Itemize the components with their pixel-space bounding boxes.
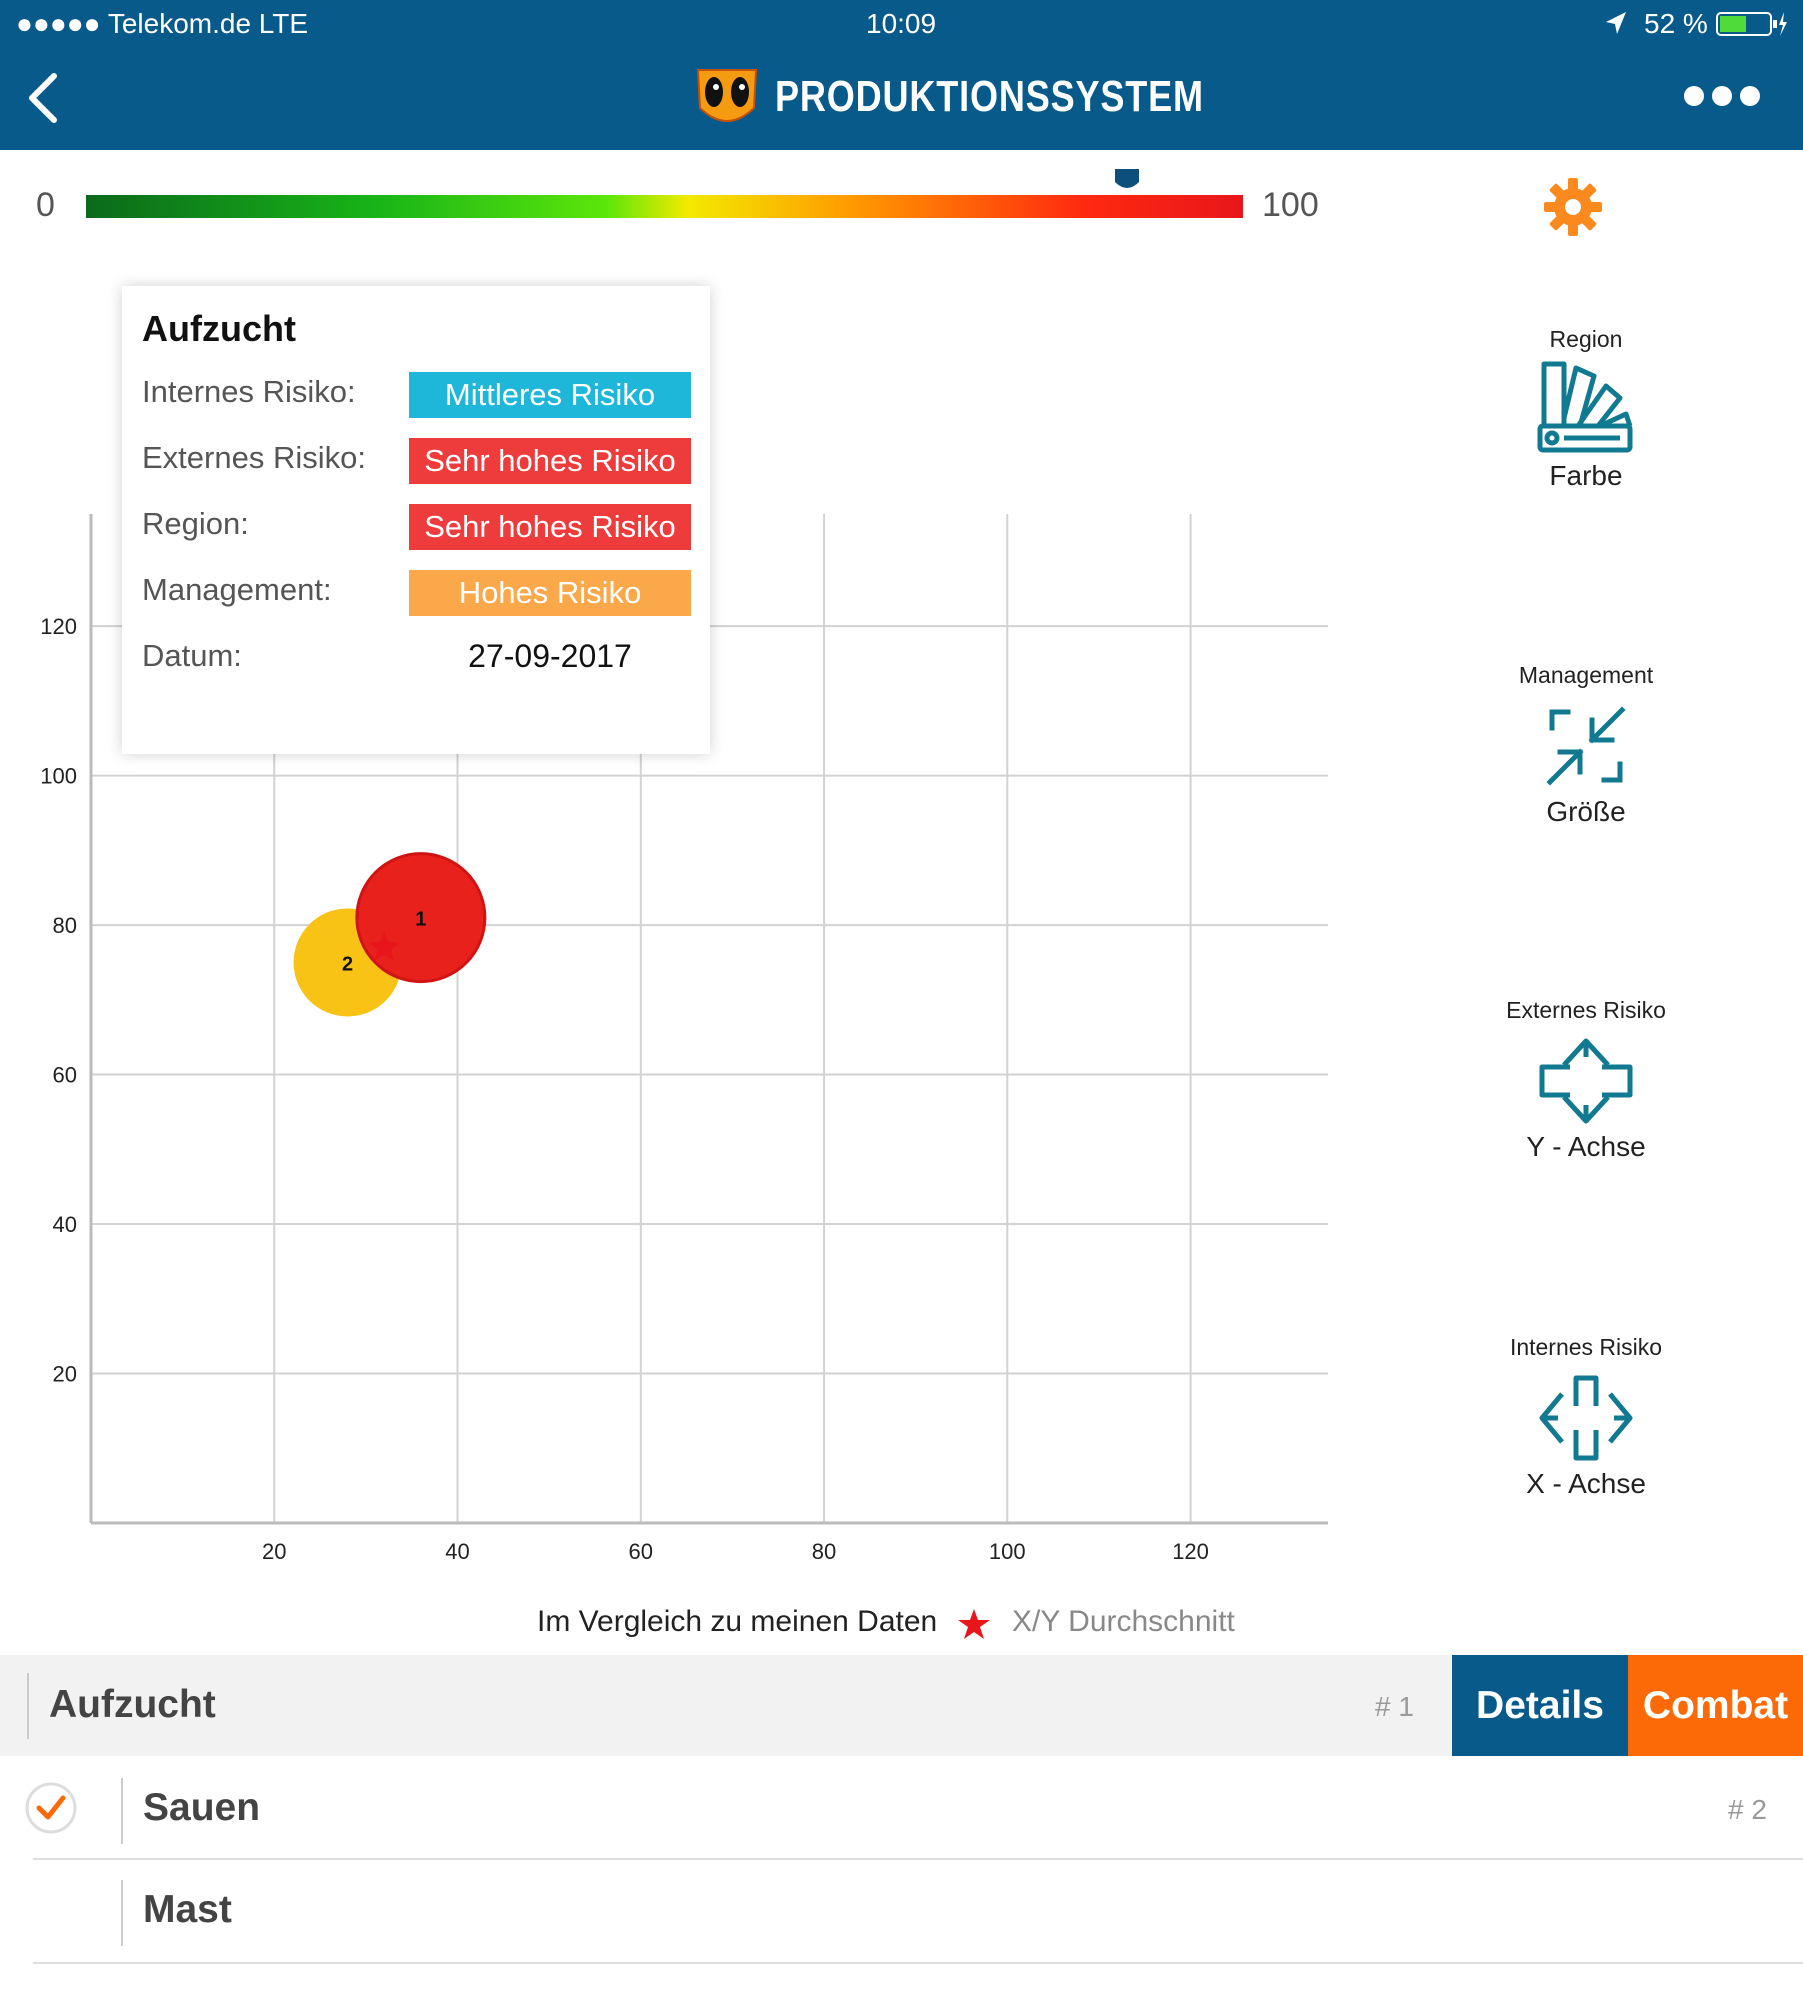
externes-yaxis-control[interactable]: Externes Risiko Y - Achse: [1456, 993, 1716, 1168]
scale-min-label: 0: [36, 186, 55, 224]
battery-percent: 52 %: [1644, 8, 1708, 39]
combat-button[interactable]: Combat: [1628, 1655, 1803, 1756]
x-tick-label: 40: [445, 1539, 469, 1564]
list-item-aufzucht[interactable]: Aufzucht # 1 Details Combat: [0, 1655, 1803, 1756]
externes-risiko-label: Externes Risiko:: [142, 440, 366, 475]
list-item-mast[interactable]: Mast: [0, 1860, 1803, 1963]
back-chevron-icon[interactable]: [24, 72, 64, 124]
externes-control-label: Externes Risiko: [1506, 997, 1666, 1023]
y-tick-label: 80: [53, 913, 77, 938]
location-arrow-icon: [1604, 10, 1628, 38]
battery-icon: [1716, 10, 1788, 38]
x-tick-label: 100: [989, 1539, 1026, 1564]
row-divider: [121, 1778, 123, 1844]
page-title: PRODUKTIONSSYSTEM: [775, 72, 1204, 121]
externes-risiko-badge: Sehr hohes Risiko: [409, 438, 691, 484]
tooltip-title: Aufzucht: [142, 308, 296, 349]
x-tick-label: 60: [629, 1539, 653, 1564]
groesse-label: Größe: [1546, 796, 1626, 827]
list-item-label: Mast: [143, 1888, 232, 1931]
detail-tooltip: Aufzucht Internes Risiko: Mittleres Risi…: [122, 286, 710, 754]
datum-value: 27-09-2017: [468, 638, 632, 674]
list-item-index: # 2: [1728, 1794, 1767, 1825]
compare-label: Im Vergleich zu meinen Daten: [537, 1605, 938, 1638]
region-control-label: Region: [1549, 326, 1623, 352]
gear-icon[interactable]: [1541, 175, 1605, 239]
y-tick-label: 60: [53, 1063, 77, 1088]
clock: 10:09: [866, 8, 937, 39]
y-tick-label: 120: [40, 614, 77, 639]
x-tick-label: 80: [812, 1539, 836, 1564]
bubble-label: 2: [342, 953, 353, 975]
row-divider: [27, 1673, 29, 1739]
color-swatch-icon: [1534, 358, 1638, 458]
region-badge: Sehr hohes Risiko: [409, 504, 691, 550]
y-tick-label: 40: [53, 1212, 77, 1237]
farbe-label: Farbe: [1549, 460, 1623, 491]
scale-marker-icon[interactable]: [1114, 168, 1140, 194]
internes-risiko-label: Internes Risiko:: [142, 374, 356, 409]
row-divider: [121, 1880, 123, 1946]
star-icon: [957, 1607, 991, 1641]
horizontal-axis-arrows-icon: [1536, 1372, 1636, 1464]
list-item-label: Sauen: [143, 1786, 261, 1829]
row-separator: [33, 1858, 1803, 1860]
scale-max-label: 100: [1262, 186, 1319, 224]
x-achse-label: X - Achse: [1526, 1468, 1646, 1499]
list-item-sauen[interactable]: Sauen # 2: [0, 1756, 1803, 1859]
region-label: Region:: [142, 506, 249, 541]
management-size-control[interactable]: Management Größe: [1456, 658, 1716, 833]
internes-risiko-badge: Mittleres Risiko: [409, 372, 691, 418]
more-options-icon[interactable]: [1680, 82, 1764, 110]
top-bar: ●●●●● Telekom.de LTE 10:09 52 % PRODUKTI…: [0, 0, 1803, 150]
management-badge: Hohes Risiko: [409, 570, 691, 616]
carrier-text: ●●●●● Telekom.de LTE: [16, 8, 309, 39]
owl-logo-icon: [692, 62, 762, 136]
y-tick-label: 20: [53, 1362, 77, 1387]
internes-xaxis-control[interactable]: Internes Risiko X - Achse: [1456, 1330, 1716, 1505]
internes-control-label: Internes Risiko: [1509, 1334, 1663, 1360]
region-color-control[interactable]: Region Farbe: [1456, 322, 1716, 497]
datum-label: Datum:: [142, 638, 242, 673]
checkmark-icon[interactable]: [25, 1782, 77, 1834]
average-label: X/Y Durchschnitt: [1012, 1605, 1235, 1638]
y-tick-label: 100: [40, 764, 77, 789]
risk-gradient-bar: [86, 195, 1243, 218]
row-separator: [33, 1962, 1803, 1964]
list-item-index: # 1: [1375, 1691, 1414, 1722]
x-tick-label: 20: [262, 1539, 286, 1564]
management-label: Management:: [142, 572, 332, 607]
x-tick-label: 120: [1172, 1539, 1209, 1564]
scatter-chart: 20 40 60 80 100 120 20 40 60 80 100 120 2 1: [40, 514, 1328, 1564]
details-button[interactable]: Details: [1452, 1655, 1628, 1756]
y-achse-label: Y - Achse: [1526, 1131, 1646, 1162]
vertical-axis-arrows-icon: [1536, 1035, 1636, 1127]
average-star-marker: [369, 931, 400, 961]
bubble-label: 1: [415, 909, 426, 931]
resize-arrows-icon: [1538, 698, 1634, 794]
list-item-label: Aufzucht: [49, 1683, 216, 1726]
management-control-label: Management: [1518, 662, 1654, 688]
chart-legend: Im Vergleich zu meinen Daten X/Y Durchsc…: [0, 1603, 1803, 1647]
